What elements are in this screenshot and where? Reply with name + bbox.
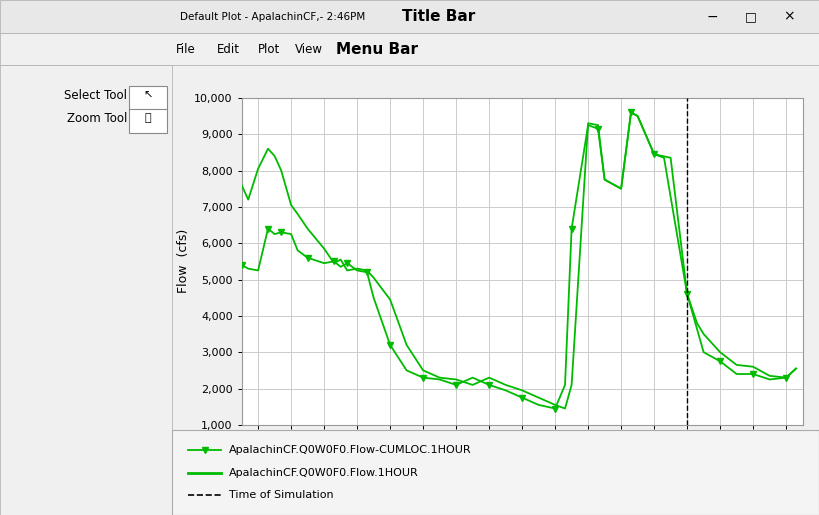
- Text: File: File: [176, 43, 196, 56]
- Text: ApalachinCF.Q0W0F0.Flow-CUMLOC.1HOUR: ApalachinCF.Q0W0F0.Flow-CUMLOC.1HOUR: [229, 444, 472, 455]
- Text: ↖: ↖: [143, 90, 153, 100]
- X-axis label: Jan2023: Jan2023: [496, 448, 548, 461]
- Y-axis label: Flow  (cfs): Flow (cfs): [177, 229, 190, 294]
- Text: Menu Bar: Menu Bar: [336, 42, 418, 57]
- Text: Edit: Edit: [217, 43, 240, 56]
- Text: 🔍: 🔍: [145, 113, 152, 124]
- Text: ApalachinCF.Q0W0F0.Flow.1HOUR: ApalachinCF.Q0W0F0.Flow.1HOUR: [229, 468, 419, 477]
- Text: Select Tool: Select Tool: [64, 89, 127, 102]
- Text: −: −: [707, 10, 718, 24]
- Text: Time of Simulation: Time of Simulation: [229, 490, 334, 501]
- Text: Default Plot - ApalachinCF,- 2:46PM: Default Plot - ApalachinCF,- 2:46PM: [180, 12, 365, 22]
- Text: ×: ×: [783, 10, 794, 24]
- Text: □: □: [745, 10, 757, 23]
- Text: Title Bar: Title Bar: [401, 9, 475, 24]
- Text: View: View: [295, 43, 323, 56]
- Text: Plot: Plot: [258, 43, 280, 56]
- Text: Zoom Tool: Zoom Tool: [66, 112, 127, 125]
